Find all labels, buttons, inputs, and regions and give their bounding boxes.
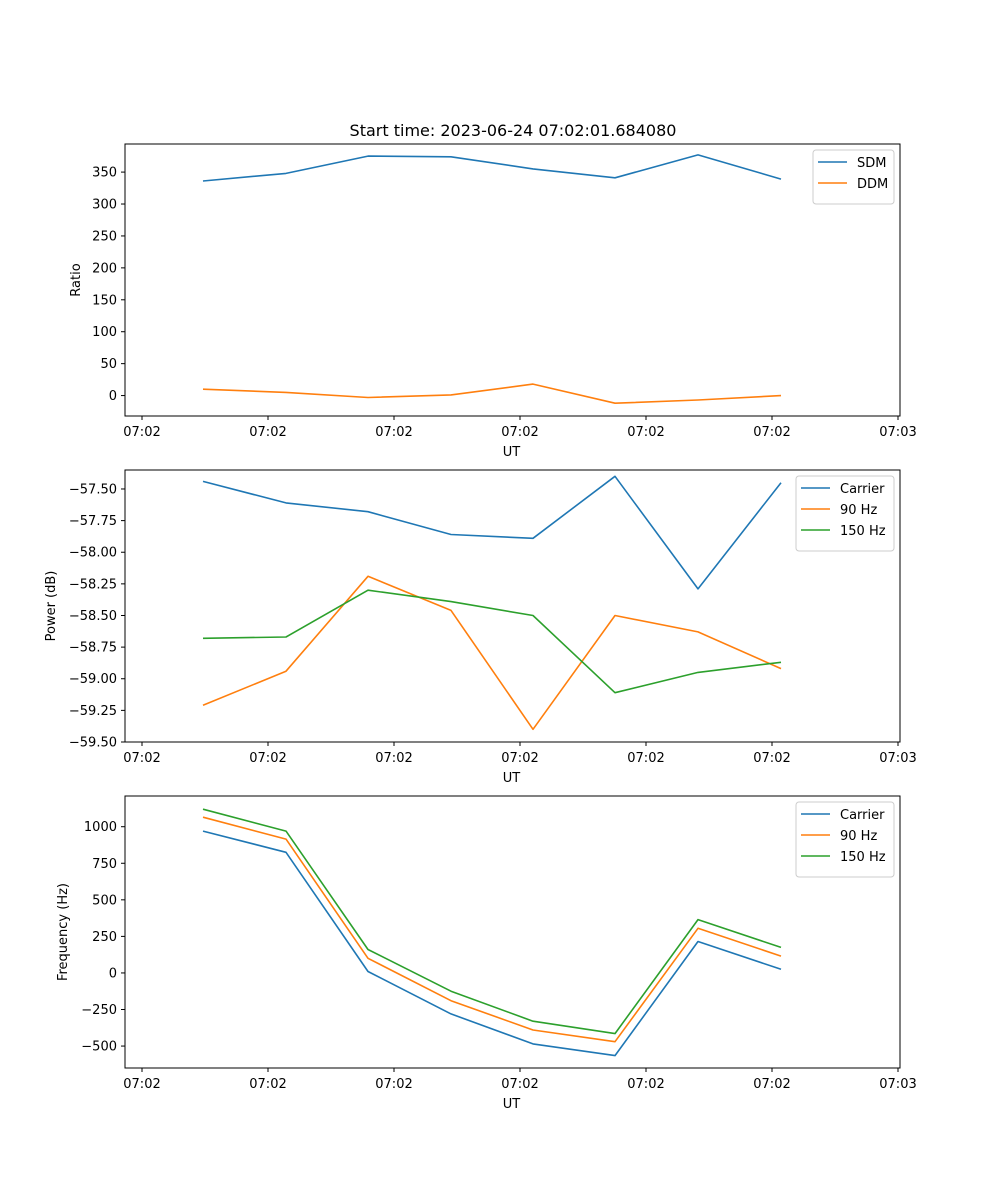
x-tick-label: 07:02 xyxy=(375,425,412,440)
y-tick-label: 300 xyxy=(92,198,117,213)
y-tick-label: 0 xyxy=(109,389,117,404)
x-tick-label: 07:02 xyxy=(249,1077,286,1092)
y-tick-label: −59.50 xyxy=(69,736,117,751)
legend: SDM DDM xyxy=(812,149,895,205)
x-tick-label: 07:02 xyxy=(753,1077,790,1092)
plot-frame xyxy=(124,143,901,417)
series-line-ddm xyxy=(202,383,782,405)
y-tick-label: 750 xyxy=(92,857,117,872)
legend-label: SDM xyxy=(857,156,886,171)
y-tick-label: −57.50 xyxy=(69,482,117,497)
legend-label: DDM xyxy=(857,177,888,192)
plot-frame xyxy=(124,795,901,1069)
x-tick-label: 07:02 xyxy=(501,425,538,440)
legend-label: 90 Hz xyxy=(840,503,877,518)
y-tick-label: −58.00 xyxy=(69,546,117,561)
y-tick-label: −57.75 xyxy=(69,514,117,529)
x-axis-label: UT xyxy=(503,445,521,460)
x-tick-label: 07:02 xyxy=(501,1077,538,1092)
x-tick-label: 07:02 xyxy=(627,425,664,440)
x-tick-label: 07:02 xyxy=(375,1077,412,1092)
x-tick-label: 07:02 xyxy=(249,425,286,440)
y-tick-label: −500 xyxy=(81,1040,117,1055)
series-line-carrier xyxy=(202,830,782,1057)
frequency-chart: 07:02 07:02 07:02 07:02 07:02 07:02 07:03 −500 −… xyxy=(56,795,917,1112)
x-tick-label: 07:02 xyxy=(627,751,664,766)
series-line-150-hz xyxy=(202,808,782,1035)
legend-label: Carrier xyxy=(840,482,885,497)
series-line-sdm xyxy=(202,154,782,182)
x-tick-label: 07:02 xyxy=(123,425,160,440)
legend-label: 90 Hz xyxy=(840,829,877,844)
x-tick-label: 07:02 xyxy=(753,425,790,440)
y-tick-label: −58.25 xyxy=(69,577,117,592)
legend: Carrier 90 Hz 150 Hz xyxy=(795,475,895,552)
y-tick-label: 100 xyxy=(92,325,117,340)
y-tick-label: 250 xyxy=(92,930,117,945)
plot-frame xyxy=(124,469,901,743)
y-tick-label: −250 xyxy=(81,1003,117,1018)
ratio-chart: 07:02 07:02 07:02 07:02 07:02 07:02 07:03 0 50 10… xyxy=(69,143,917,460)
y-axis-label: Power (dB) xyxy=(44,571,59,642)
series-line-90-hz xyxy=(202,575,782,731)
legend-label: 150 Hz xyxy=(840,524,886,539)
figure-title: Start time: 2023-06-24 07:02:01.684080 xyxy=(350,121,677,140)
series-line-150-hz xyxy=(202,589,782,694)
x-tick-label: 07:02 xyxy=(501,751,538,766)
x-tick-label: 07:02 xyxy=(249,751,286,766)
x-axis-label: UT xyxy=(503,1097,521,1112)
x-tick-label: 07:02 xyxy=(123,1077,160,1092)
y-axis-label: Ratio xyxy=(69,263,84,296)
y-tick-label: −58.50 xyxy=(69,609,117,624)
y-tick-label: 500 xyxy=(92,893,117,908)
series-line-90-hz xyxy=(202,816,782,1043)
x-tick-label: 07:03 xyxy=(879,1077,916,1092)
y-tick-label: 1000 xyxy=(84,820,117,835)
legend: Carrier 90 Hz 150 Hz xyxy=(795,801,895,878)
y-tick-label: −59.00 xyxy=(69,672,117,687)
y-tick-label: 150 xyxy=(92,293,117,308)
legend-box xyxy=(812,149,895,205)
power-chart: 07:02 07:02 07:02 07:02 07:02 07:02 07:03 −57.5… xyxy=(44,469,917,786)
x-axis-label: UT xyxy=(503,771,521,786)
y-tick-label: 50 xyxy=(100,357,117,372)
legend-box xyxy=(795,801,895,878)
y-tick-label: 200 xyxy=(92,261,117,276)
x-tick-label: 07:02 xyxy=(375,751,412,766)
legend-box xyxy=(795,475,895,552)
y-axis-label: Frequency (Hz) xyxy=(56,883,71,981)
y-tick-label: 350 xyxy=(92,166,117,181)
x-tick-label: 07:03 xyxy=(879,425,916,440)
x-tick-label: 07:03 xyxy=(879,751,916,766)
x-tick-label: 07:02 xyxy=(123,751,160,766)
y-tick-label: −59.25 xyxy=(69,704,117,719)
y-tick-label: 0 xyxy=(109,966,117,981)
legend-label: 150 Hz xyxy=(840,850,886,865)
x-tick-label: 07:02 xyxy=(753,751,790,766)
y-tick-label: −58.75 xyxy=(69,641,117,656)
x-tick-label: 07:02 xyxy=(627,1077,664,1092)
series-line-carrier xyxy=(202,475,782,590)
y-tick-label: 250 xyxy=(92,229,117,244)
legend-label: Carrier xyxy=(840,808,885,823)
